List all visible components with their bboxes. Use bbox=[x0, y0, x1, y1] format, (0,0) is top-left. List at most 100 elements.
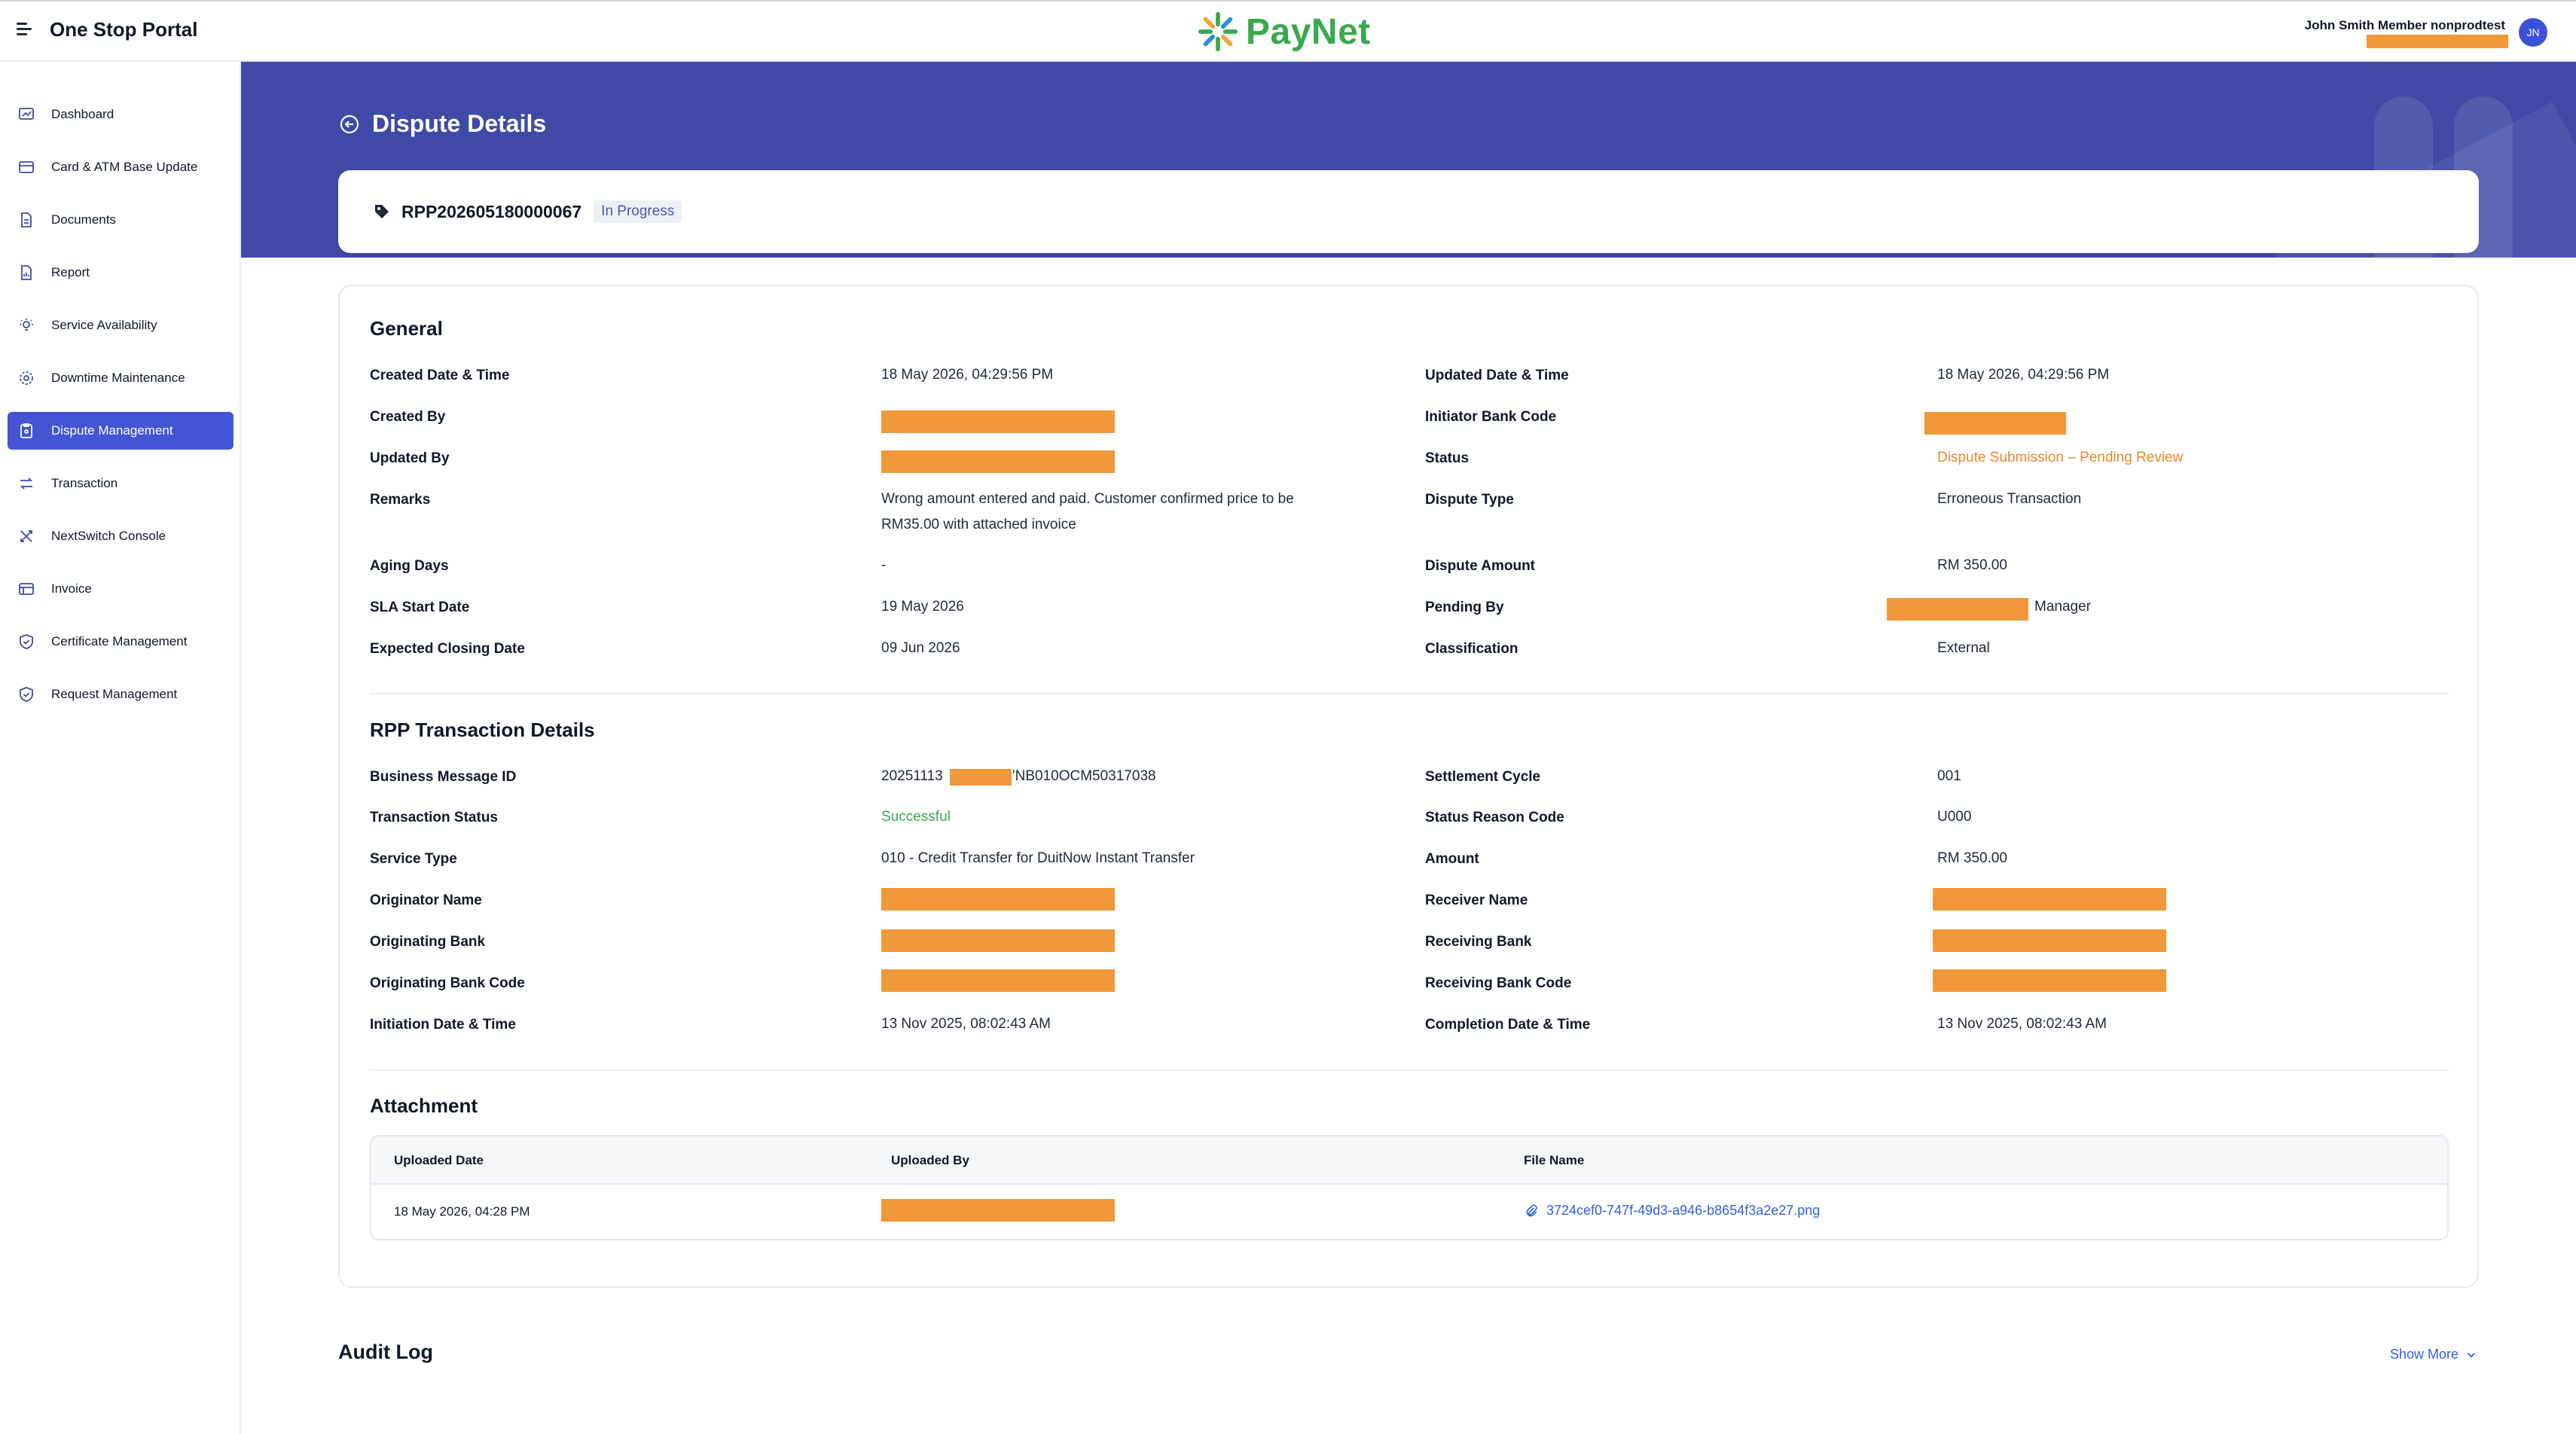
sidebar-item-documents[interactable]: Documents bbox=[8, 201, 233, 239]
updated-datetime-value: 18 May 2026, 04:29:56 PM bbox=[1937, 367, 2110, 383]
completion-datetime-value: 13 Nov 2025, 08:02:43 AM bbox=[1937, 1016, 2107, 1032]
redacted-initiator-bank-code bbox=[1924, 412, 2066, 435]
business-msg-id-prefix: 20251113 bbox=[881, 768, 943, 784]
page-title: Dispute Details bbox=[372, 110, 547, 137]
redacted-business-msg-id bbox=[950, 769, 1012, 786]
sidebar-item-report[interactable]: Report bbox=[8, 254, 233, 291]
sidebar-item-certificate-management[interactable]: Certificate Management bbox=[8, 623, 233, 661]
tag-icon bbox=[375, 205, 389, 218]
table-header bbox=[371, 1137, 2447, 1185]
dispute-reference-id: RPP202605180000067 bbox=[401, 201, 582, 221]
redacted-updated-by bbox=[881, 450, 1115, 473]
redacted-user-info bbox=[2367, 35, 2508, 48]
aging-days-label: Aging Days bbox=[370, 558, 449, 574]
bulb-icon bbox=[17, 316, 36, 335]
dispute-status-value: Dispute Submission – Pending Review bbox=[1937, 450, 2184, 465]
show-more-button[interactable]: Show More bbox=[2390, 1347, 2478, 1362]
sidebar-item-transaction[interactable]: Transaction bbox=[8, 465, 233, 502]
remarks-label: Remarks bbox=[370, 492, 431, 508]
sidebar: Dashboard Card & ATM Base Update Documen… bbox=[0, 62, 241, 1434]
created-datetime-value: 18 May 2026, 04:29:56 PM bbox=[881, 367, 1054, 383]
settlement-cycle-value: 001 bbox=[1937, 768, 1961, 784]
service-type-label: Service Type bbox=[370, 851, 457, 867]
receiving-bank-label: Receiving Bank bbox=[1425, 934, 1532, 950]
gear-icon bbox=[17, 368, 36, 388]
pending-by-role: Manager bbox=[2034, 599, 2091, 615]
file-name: 3724cef0-747f-49d3-a946-b8654f3a2e27.png bbox=[1546, 1203, 1821, 1218]
show-more-label: Show More bbox=[2389, 1347, 2458, 1362]
paynet-logo: PayNet bbox=[1196, 9, 1371, 54]
sidebar-item-invoice[interactable]: Invoice bbox=[8, 570, 233, 608]
column-header-file-name: File Name bbox=[1524, 1153, 1585, 1167]
sidebar-item-request-management[interactable]: Request Management bbox=[8, 676, 233, 713]
sidebar-item-service-availability[interactable]: Service Availability bbox=[8, 307, 233, 344]
section-title-attachment: Attachment bbox=[370, 1094, 478, 1117]
sidebar-item-card-atm[interactable]: Card & ATM Base Update bbox=[8, 148, 233, 186]
initiation-datetime-label: Initiation Date & Time bbox=[370, 1017, 516, 1033]
menu-icon[interactable] bbox=[17, 23, 32, 36]
created-datetime-label: Created Date & Time bbox=[370, 368, 510, 383]
originating-bank-label: Originating Bank bbox=[370, 934, 486, 950]
top-bar: One Stop Portal PayNet John Smith Member… bbox=[0, 0, 2576, 62]
transaction-status-label: Transaction Status bbox=[370, 810, 498, 825]
uploaded-date-cell: 18 May 2026, 04:28 PM bbox=[394, 1204, 530, 1219]
dashboard-icon bbox=[17, 105, 36, 124]
page-header: Dispute Details bbox=[339, 110, 546, 138]
completion-datetime-label: Completion Date & Time bbox=[1425, 1017, 1591, 1033]
service-type-value: 010 - Credit Transfer for DuitNow Instan… bbox=[881, 850, 1195, 866]
originator-name-label: Originator Name bbox=[370, 892, 482, 908]
sidebar-item-label: Dispute Management bbox=[51, 423, 173, 438]
amount-label: Amount bbox=[1425, 851, 1479, 867]
attachment-table: Uploaded Date Uploaded By File Name 18 M… bbox=[370, 1135, 2449, 1240]
avatar[interactable]: JN bbox=[2519, 18, 2547, 47]
sidebar-item-label: Card & ATM Base Update bbox=[51, 160, 198, 174]
created-by-label: Created By bbox=[370, 409, 446, 425]
redacted-originator-name bbox=[881, 888, 1115, 911]
app-title: One Stop Portal bbox=[50, 18, 198, 41]
expected-closing-value: 09 Jun 2026 bbox=[881, 640, 960, 656]
settlement-cycle-label: Settlement Cycle bbox=[1425, 769, 1541, 785]
redacted-uploaded-by bbox=[881, 1199, 1115, 1222]
transaction-status-value: Successful bbox=[881, 809, 951, 825]
column-header-uploaded-by: Uploaded By bbox=[891, 1153, 969, 1167]
redacted-receiving-bank-code bbox=[1933, 969, 2166, 992]
x-arrows-icon bbox=[17, 526, 36, 546]
amount-value: RM 350.00 bbox=[1937, 850, 2007, 866]
sidebar-item-label: Dashboard bbox=[51, 107, 114, 121]
sidebar-item-label: NextSwitch Console bbox=[51, 529, 166, 543]
sla-start-label: SLA Start Date bbox=[370, 600, 470, 615]
sidebar-item-nextswitch-console[interactable]: NextSwitch Console bbox=[8, 517, 233, 555]
invoice-icon bbox=[17, 579, 36, 599]
receiving-bank-code-label: Receiving Bank Code bbox=[1425, 975, 1572, 991]
receiver-name-label: Receiver Name bbox=[1425, 892, 1528, 908]
brand-name: PayNet bbox=[1246, 11, 1371, 52]
sidebar-item-label: Transaction bbox=[51, 476, 118, 490]
status-badge: In Progress bbox=[594, 200, 682, 223]
remarks-line-1: Wrong amount entered and paid. Customer … bbox=[881, 491, 1294, 507]
sidebar-item-dashboard[interactable]: Dashboard bbox=[8, 96, 233, 133]
business-msg-id-suffix: 'NB010OCM50317038 bbox=[1012, 768, 1156, 784]
sidebar-item-label: Downtime Maintenance bbox=[51, 371, 185, 385]
document-icon bbox=[17, 210, 36, 230]
back-arrow-icon[interactable] bbox=[339, 114, 360, 135]
redacted-receiver-name bbox=[1933, 888, 2166, 911]
sla-start-value: 19 May 2026 bbox=[881, 599, 964, 615]
redacted-receiving-bank bbox=[1933, 929, 2166, 952]
business-msg-id-label: Business Message ID bbox=[370, 769, 517, 785]
remarks-line-2: RM35.00 with attached invoice bbox=[881, 517, 1076, 532]
redacted-originating-bank-code bbox=[881, 969, 1115, 992]
updated-datetime-label: Updated Date & Time bbox=[1425, 368, 1569, 383]
sidebar-item-downtime-maintenance[interactable]: Downtime Maintenance bbox=[8, 359, 233, 397]
column-header-uploaded-date: Uploaded Date bbox=[394, 1153, 484, 1167]
updated-by-label: Updated By bbox=[370, 450, 450, 466]
dispute-type-value: Erroneous Transaction bbox=[1937, 491, 2082, 507]
pending-by-label: Pending By bbox=[1425, 600, 1504, 615]
status-reason-code-label: Status Reason Code bbox=[1425, 810, 1564, 825]
shield-check-icon bbox=[17, 632, 36, 651]
user-name: John Smith Member nonprodtest bbox=[2304, 18, 2505, 32]
section-title-rpp: RPP Transaction Details bbox=[370, 719, 595, 741]
sidebar-item-dispute-management[interactable]: Dispute Management bbox=[8, 412, 233, 450]
attachment-file-link[interactable]: 3724cef0-747f-49d3-a946-b8654f3a2e27.png bbox=[1524, 1203, 1820, 1219]
sidebar-item-label: Service Availability bbox=[51, 318, 157, 332]
status-reason-code-value: U000 bbox=[1937, 809, 1972, 825]
